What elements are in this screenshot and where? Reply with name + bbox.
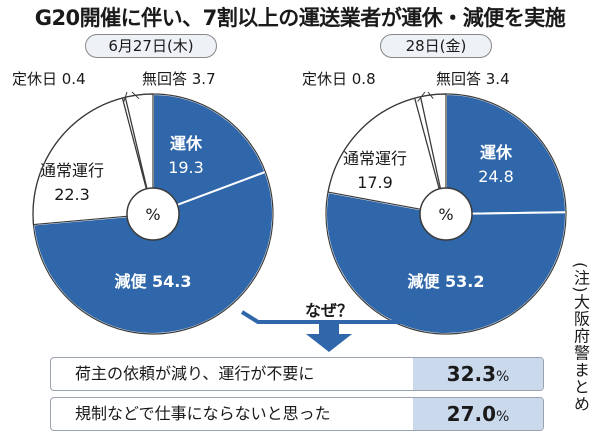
reason-value-box: 27.0% xyxy=(413,398,543,430)
chart-title: G20開催に伴い、7割以上の運送業者が運休・減便を実施 xyxy=(34,6,566,30)
pie-outline xyxy=(325,93,567,335)
reason-unit: % xyxy=(496,409,510,425)
slice-label: 減便 53.2 xyxy=(407,272,484,291)
slice-label: 通常運行 xyxy=(343,149,407,168)
down-arrow xyxy=(306,324,352,352)
source-note: (注)大阪府警まとめ xyxy=(571,262,590,413)
reason-value: 32.3 xyxy=(446,362,497,386)
slice-label: 通常運行 xyxy=(40,161,104,180)
callout-label: 無回答 3.4 xyxy=(436,70,510,88)
reason-value: 27.0 xyxy=(446,402,497,426)
slice-label: 減便 54.3 xyxy=(114,272,191,291)
slice-value: 22.3 xyxy=(54,185,90,204)
pie-center-label: % xyxy=(438,205,453,224)
pie-center xyxy=(126,187,180,241)
slice-value: 17.9 xyxy=(357,173,393,192)
reason-unit: % xyxy=(496,369,510,385)
date-label-friday: 28日(金) xyxy=(380,34,492,58)
reason-row: 規制などで仕事にならないと思った 27.0% xyxy=(50,397,544,431)
slice-label: 運休 xyxy=(170,134,203,153)
question-bg xyxy=(305,300,355,320)
date-label-thursday: 6月27日(木) xyxy=(85,34,217,58)
reason-value-box: 32.3% xyxy=(413,358,543,390)
callout-label: 無回答 3.7 xyxy=(142,70,216,88)
reason-text: 荷主の依頼が減り、運行が不要に xyxy=(75,364,315,383)
reason-row: 荷主の依頼が減り、運行が不要に 32.3% xyxy=(50,357,544,391)
pie-center-label: % xyxy=(145,205,160,224)
pie-center xyxy=(419,187,473,241)
callout-label: 定休日 0.8 xyxy=(302,70,376,88)
question-label: なぜ？ xyxy=(305,301,353,320)
question-bracket xyxy=(240,310,418,324)
pie-outline xyxy=(32,93,274,335)
callout-label: 定休日 0.4 xyxy=(12,70,86,88)
reason-text: 規制などで仕事にならないと思った xyxy=(75,404,331,423)
slice-value: 19.3 xyxy=(168,158,204,177)
slice-value: 24.8 xyxy=(478,167,514,186)
slice-label: 運休 xyxy=(480,143,513,162)
